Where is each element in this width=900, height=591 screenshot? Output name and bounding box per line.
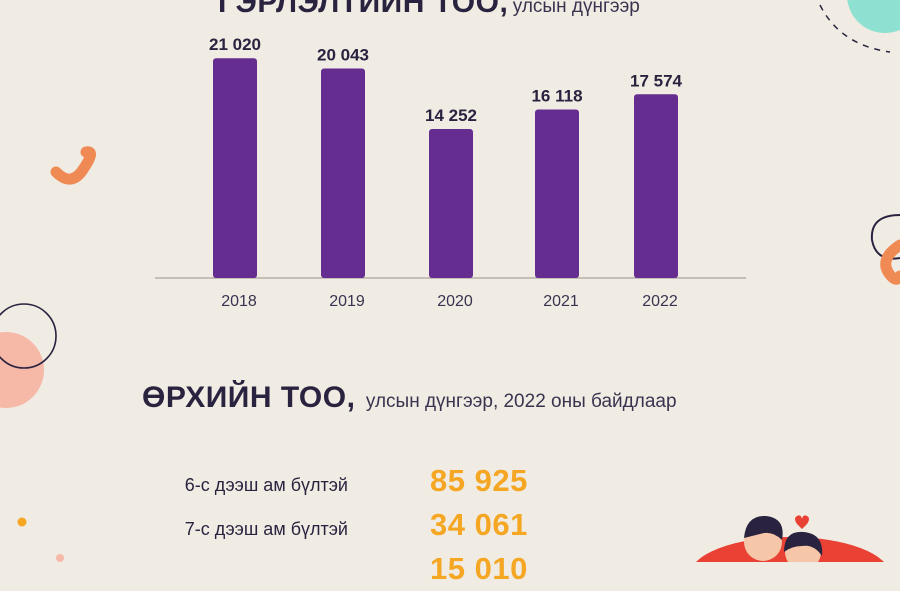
x-tick-label: 2019 [329, 293, 365, 310]
bar-2021 [535, 109, 579, 278]
orange-squiggle-deco-right [880, 239, 900, 285]
bar-2022 [634, 94, 678, 278]
dot-deco [17, 517, 27, 527]
outline-circle-deco [0, 303, 57, 369]
pink-circle-deco [0, 332, 44, 408]
stat-value: 85 925 [430, 463, 528, 498]
orange-squiggle-deco [50, 146, 96, 185]
bar-value-label: 16 118 [531, 86, 582, 105]
stat-label: 6-с дээш ам бүлтэй [184, 475, 348, 495]
section-title-sub: улсын дүнгээр, 2022 оны байдлаар [365, 391, 677, 412]
bar-value-label: 14 252 [425, 106, 477, 125]
stat-label: 7-с дээш ам бүлтэй [184, 519, 348, 539]
x-tick-label: 2018 [221, 293, 257, 310]
x-tick-label: 2020 [437, 293, 473, 310]
stat-value: 34 061 [430, 507, 528, 542]
section-title: ӨРХИЙН ТОО, улсын дүнгээр, 2022 оны байд… [142, 381, 677, 415]
chart-title-sub: улсын дүнгээр [512, 0, 640, 17]
x-tick-label: 2021 [543, 293, 579, 310]
dot-deco-pink [56, 554, 64, 562]
decorative-shapes [0, 0, 900, 562]
x-tick-label: 2022 [642, 293, 678, 310]
bar-2018 [213, 58, 257, 278]
bar-value-label: 20 043 [317, 45, 369, 64]
bar-2019 [321, 68, 365, 278]
bar-value-label: 17 574 [630, 71, 683, 90]
section-title-main: ӨРХИЙН ТОО, [142, 381, 356, 414]
chart-title: ГЭРЛЭЛТИЙН ТОО, улсын дүнгээр [218, 0, 640, 20]
chart-title-main: ГЭРЛЭЛТИЙН ТОО, [218, 0, 509, 19]
bar-chart: 21 020 2018 20 043 2019 14 252 2020 16 118 2021… [155, 35, 746, 310]
bar-value-label: 21 020 [209, 35, 261, 54]
bar-2020 [429, 129, 473, 278]
teal-circle-deco [847, 0, 900, 33]
stat-value: 15 010 [430, 551, 528, 586]
stat-row: 15 010 [160, 551, 560, 591]
stat-row: 6-с дээш ам бүлтэй 85 925 [160, 463, 560, 503]
couple-illustration [696, 515, 884, 562]
stat-row: 7-с дээш ам бүлтэй 34 061 [160, 507, 560, 547]
